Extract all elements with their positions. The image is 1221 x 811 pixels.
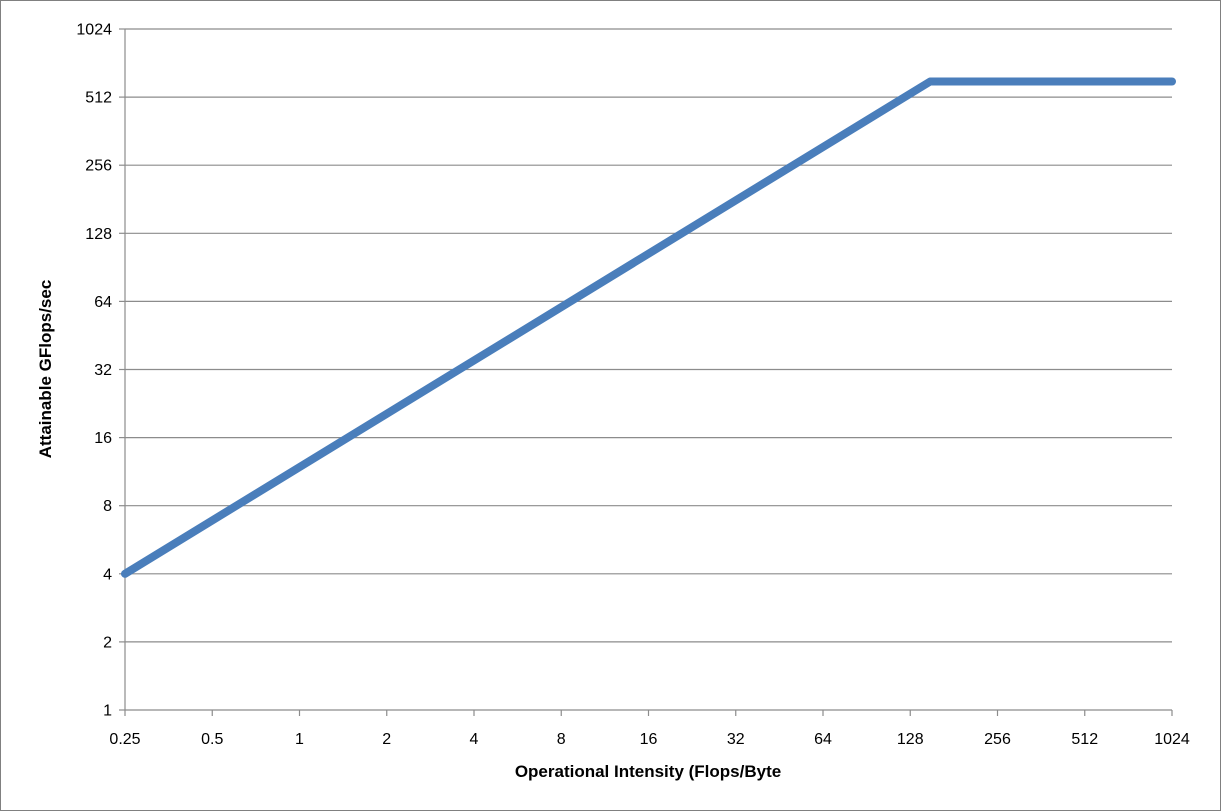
y-tick-label-128: 128 [85,226,112,243]
x-tick-label-1024: 1024 [1154,731,1190,748]
x-tick-label-1: 1 [295,731,304,748]
x-tick-label-64: 64 [814,731,832,748]
x-tick-label-0.25: 0.25 [109,731,140,748]
y-tick-label-256: 256 [85,158,112,175]
x-tick-labels: 0.25 0.5 1 2 4 8 16 32 64 128 256 512 1024 [109,731,1189,748]
y-tick-label-2: 2 [103,634,112,651]
series-line-0 [121,77,1176,578]
x-tick-label-128: 128 [897,731,924,748]
x-tick-label-16: 16 [640,731,658,748]
y-tick-label-1: 1 [103,703,112,720]
y-tick-label-64: 64 [94,294,112,311]
x-tick-label-8: 8 [557,731,566,748]
x-tick-label-512: 512 [1071,731,1098,748]
x-tick-label-0.5: 0.5 [201,731,223,748]
y-tick-labels: 1 2 4 8 16 32 64 128 256 512 1024 [76,22,112,720]
x-tick-label-2: 2 [382,731,391,748]
y-tick-label-8: 8 [103,498,112,515]
y-axis-title: Attainable GFlops/sec [36,280,55,459]
x-tick-label-256: 256 [984,731,1011,748]
x-tick-label-32: 32 [727,731,745,748]
y-tick-label-16: 16 [94,430,112,447]
y-tick-label-512: 512 [85,90,112,107]
y-tick-label-1024: 1024 [76,22,112,39]
y-tick-label-4: 4 [103,566,112,583]
series-layer [121,77,1176,578]
axes [119,28,1173,716]
gridlines [125,28,1172,643]
x-tick-label-4: 4 [470,731,479,748]
x-axis-title: Operational Intensity (Flops/Byte [515,762,781,781]
y-tick-label-32: 32 [94,362,112,379]
